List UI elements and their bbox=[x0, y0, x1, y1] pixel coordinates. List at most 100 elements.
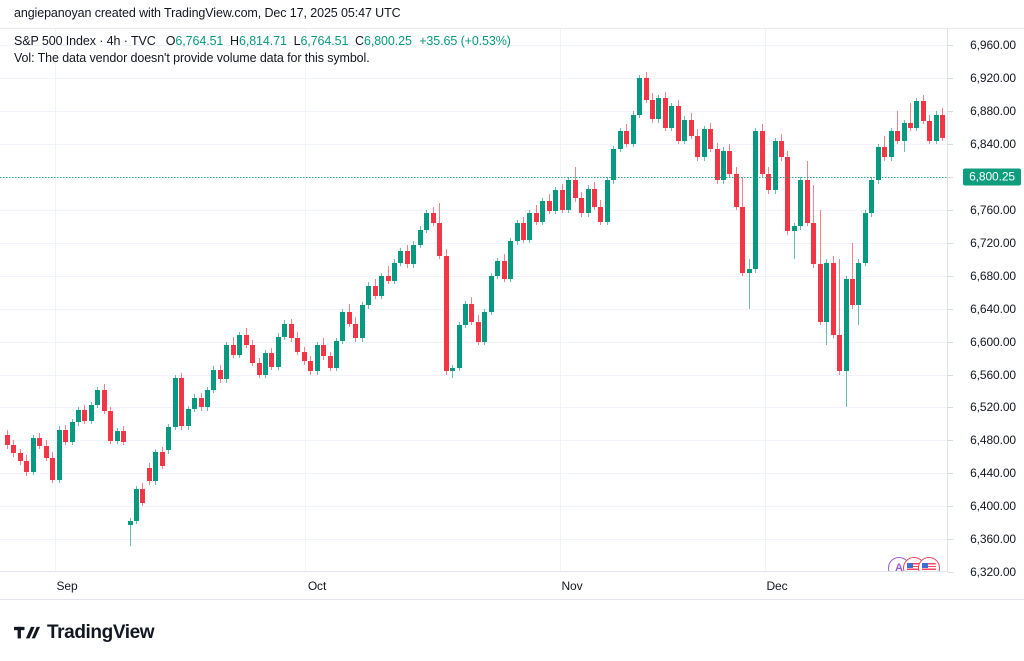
price-axis-label: 6,840.00 bbox=[970, 137, 1016, 152]
candle-body bbox=[766, 173, 772, 191]
candle-body bbox=[263, 353, 268, 375]
candle-wick bbox=[129, 517, 131, 546]
candle-body bbox=[121, 431, 127, 442]
candle-body bbox=[540, 200, 546, 222]
candle-body bbox=[50, 457, 56, 480]
candle-body bbox=[662, 98, 668, 128]
horizontal-gridline bbox=[0, 374, 947, 376]
candle-body bbox=[546, 200, 552, 211]
candle-body bbox=[224, 344, 230, 380]
candle-body bbox=[759, 131, 765, 174]
horizontal-gridline bbox=[0, 144, 947, 146]
price-tick bbox=[948, 45, 953, 47]
price-tick bbox=[948, 539, 953, 541]
candle-body bbox=[837, 335, 843, 372]
tradingview-logo: TradingView bbox=[14, 622, 155, 644]
candle-body bbox=[495, 261, 501, 276]
time-axis-label: Dec bbox=[766, 579, 788, 593]
candle-body bbox=[392, 262, 397, 281]
candle-body bbox=[785, 157, 791, 232]
candle-body bbox=[269, 353, 275, 368]
candle-wick bbox=[839, 259, 841, 375]
candle-body bbox=[75, 409, 81, 423]
candle-wick bbox=[851, 242, 853, 309]
us-flag-event-icon[interactable] bbox=[918, 556, 940, 572]
price-scale-axis[interactable]: 6,960.006,920.006,880.006,840.006,800.00… bbox=[948, 29, 1024, 579]
candle-body bbox=[882, 147, 888, 158]
candle-body bbox=[888, 131, 894, 158]
economic-event-markers[interactable]: A bbox=[888, 556, 940, 572]
candle-body bbox=[508, 241, 514, 280]
candle-body bbox=[56, 429, 62, 480]
candle-body bbox=[901, 122, 907, 141]
candle-body bbox=[591, 188, 597, 207]
price-tick bbox=[948, 78, 953, 80]
candle-body bbox=[824, 262, 830, 322]
price-axis-label: 6,480.00 bbox=[970, 433, 1016, 448]
price-tick bbox=[948, 440, 953, 442]
attribution-text: angiepanoyan created with TradingView.co… bbox=[14, 6, 401, 20]
price-tick bbox=[948, 341, 953, 343]
candle-body bbox=[779, 140, 784, 158]
candle-body bbox=[843, 279, 849, 372]
candle-body bbox=[856, 262, 862, 306]
candle-wick bbox=[910, 103, 911, 131]
price-axis-label: 6,600.00 bbox=[970, 334, 1016, 349]
candle-body bbox=[450, 367, 456, 372]
candle-body bbox=[275, 336, 281, 368]
candle-body bbox=[5, 434, 10, 446]
candle-body bbox=[849, 279, 855, 306]
candle-body bbox=[733, 173, 739, 207]
price-axis-label: 6,720.00 bbox=[970, 235, 1016, 250]
candle-body bbox=[327, 356, 333, 368]
candle-body bbox=[720, 150, 726, 181]
candle-body bbox=[669, 106, 675, 128]
candle-body bbox=[933, 114, 939, 141]
price-axis-label: 6,880.00 bbox=[970, 104, 1016, 119]
candle-body bbox=[211, 369, 217, 391]
candle-wick bbox=[452, 364, 454, 378]
candle-body bbox=[708, 129, 714, 150]
horizontal-gridline bbox=[0, 473, 947, 475]
horizontal-gridline bbox=[0, 111, 947, 113]
candle-body bbox=[611, 149, 617, 181]
candle-body bbox=[869, 180, 875, 214]
chart-plot-area[interactable]: A bbox=[0, 29, 948, 572]
candle-body bbox=[559, 190, 565, 210]
time-scale-axis[interactable]: Sep Oct Nov Dec bbox=[0, 571, 948, 599]
price-tick bbox=[948, 111, 953, 113]
candle-body bbox=[314, 344, 320, 372]
current-price-badge[interactable]: 6,800.25 bbox=[963, 168, 1021, 186]
vertical-gridline bbox=[55, 29, 56, 572]
candle-wick bbox=[748, 259, 750, 309]
price-tick bbox=[948, 506, 953, 508]
candle-body bbox=[746, 269, 752, 273]
candle-body bbox=[862, 213, 868, 263]
candle-body bbox=[404, 251, 410, 265]
price-tick bbox=[948, 374, 953, 376]
candle-body bbox=[501, 261, 507, 280]
candle-body bbox=[11, 445, 17, 453]
candle-body bbox=[237, 335, 243, 355]
candle-body bbox=[24, 460, 30, 473]
candle-body bbox=[301, 351, 307, 362]
candle-body bbox=[598, 206, 604, 222]
candle-body bbox=[456, 325, 462, 368]
candle-body bbox=[159, 451, 165, 466]
candle-body bbox=[643, 78, 649, 100]
candle-body bbox=[146, 468, 152, 482]
candle-body bbox=[30, 437, 36, 473]
candle-body bbox=[920, 101, 926, 122]
candle-body bbox=[153, 451, 159, 482]
candle-body bbox=[688, 119, 694, 136]
candle-body bbox=[63, 429, 69, 442]
price-axis-label: 6,320.00 bbox=[970, 565, 1016, 579]
horizontal-gridline bbox=[0, 440, 947, 442]
horizontal-gridline bbox=[0, 506, 947, 508]
price-axis-label: 6,440.00 bbox=[970, 466, 1016, 481]
horizontal-gridline bbox=[0, 78, 947, 80]
candle-body bbox=[443, 256, 449, 372]
candle-body bbox=[830, 262, 836, 336]
price-axis-label: 6,760.00 bbox=[970, 203, 1016, 217]
candle-body bbox=[927, 121, 933, 141]
